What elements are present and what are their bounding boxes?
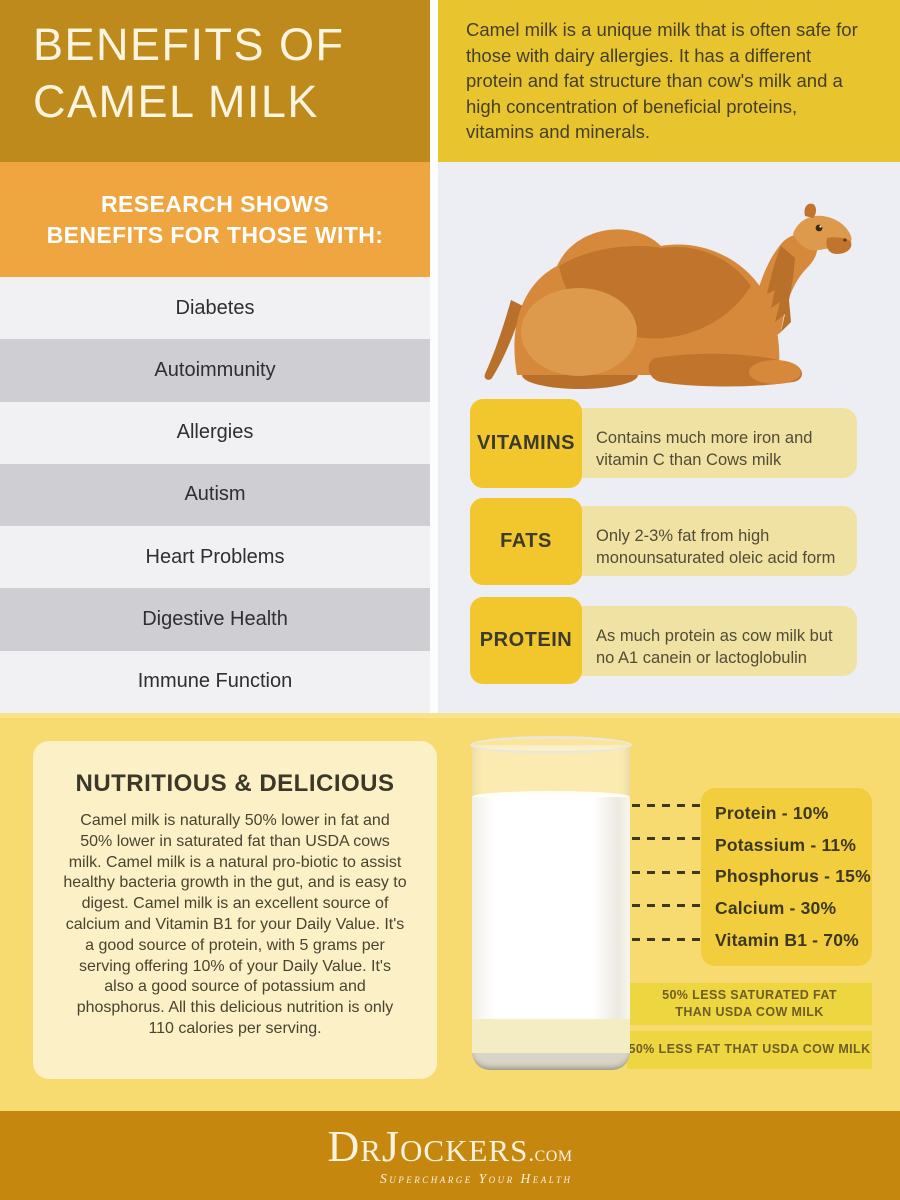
daily-value-potassium: Potassium - 11% bbox=[715, 834, 857, 855]
daily-value-phosphorus: Phosphorus - 15% bbox=[715, 866, 871, 887]
nutrition-card-body: Camel milk is naturally 50% lower in fat… bbox=[63, 812, 407, 1037]
research-header: RESEARCH SHOWS BENEFITS FOR THOSE WITH: bbox=[0, 162, 430, 277]
milk-glass-illustration bbox=[470, 736, 632, 1070]
nutrition-card: NUTRITIOUS & DELICIOUS Camel milk is nat… bbox=[33, 741, 437, 1079]
dash-line-vitamin-b1 bbox=[632, 938, 700, 941]
glass-bottom-liquid bbox=[472, 1019, 630, 1053]
condition-row-heart-problems: Heart Problems bbox=[0, 526, 430, 589]
milk-glass-body bbox=[472, 745, 630, 1070]
conditions-list: Diabetes Autoimmunity Allergies Autism H… bbox=[0, 277, 430, 713]
logo-tagline: Supercharge Your Health bbox=[379, 1170, 573, 1186]
logo-wordmark: DrJockers.com bbox=[327, 1121, 573, 1171]
benefit-label-fats: FATS bbox=[470, 498, 582, 585]
condition-row-diabetes: Diabetes bbox=[0, 277, 430, 340]
condition-row-allergies: Allergies bbox=[0, 401, 430, 464]
dash-line-potassium bbox=[632, 837, 700, 840]
benefit-label-vitamins: VITAMINS bbox=[470, 399, 582, 488]
intro-text: Camel milk is a unique milk that is ofte… bbox=[466, 19, 858, 143]
banner-less-fat: 50% LESS FAT THAT USDA COW MILK bbox=[627, 1031, 872, 1069]
condition-row-autoimmunity: Autoimmunity bbox=[0, 339, 430, 402]
logo-brand-text: DrJockers bbox=[327, 1121, 529, 1171]
daily-value-calcium: Calcium - 30% bbox=[715, 898, 837, 919]
dash-line-calcium bbox=[632, 904, 700, 907]
benefit-description-text: Only 2-3% fat from high monounsaturated … bbox=[596, 526, 836, 567]
dash-line-protein bbox=[632, 804, 700, 807]
condition-row-digestive-health: Digestive Health bbox=[0, 588, 430, 651]
benefit-description-text: As much protein as cow milk but no A1 ca… bbox=[596, 626, 833, 667]
glass-rim bbox=[470, 736, 632, 754]
research-heading-line2: BENEFITS FOR THOSE WITH: bbox=[46, 221, 384, 248]
column-divider bbox=[430, 0, 438, 713]
banner-text-line1: 50% LESS FAT THAT USDA COW MILK bbox=[628, 1042, 871, 1057]
page-title-line2: CAMEL MILK bbox=[33, 76, 319, 128]
condition-row-autism: Autism bbox=[0, 463, 430, 527]
daily-value-panel: Protein - 10% Potassium - 11% Phosphorus… bbox=[701, 788, 872, 966]
banner-text-line1: 50% LESS SATURATED FAT bbox=[662, 987, 837, 1002]
camel-illustration bbox=[484, 203, 852, 389]
page-title-line1: BENEFITS OF bbox=[33, 19, 345, 70]
research-heading-line1: RESEARCH SHOWS bbox=[101, 190, 329, 217]
dash-line-phosphorus bbox=[632, 871, 700, 874]
milk-band bbox=[472, 797, 630, 1019]
daily-value-vitamin-b1: Vitamin B1 - 70% bbox=[715, 929, 859, 950]
drjockers-logo: DrJockers.com Supercharge Your Health bbox=[327, 1121, 573, 1187]
nutrition-card-title: NUTRITIOUS & DELICIOUS bbox=[75, 770, 395, 797]
daily-value-protein: Protein - 10% bbox=[715, 803, 829, 824]
logo-domain-suffix: .com bbox=[528, 1140, 573, 1166]
glass-base bbox=[472, 1053, 630, 1070]
banner-saturated-fat: 50% LESS SATURATED FAT THAN USDA COW MIL… bbox=[627, 983, 872, 1025]
title-block: BENEFITS OF CAMEL MILK bbox=[0, 0, 430, 162]
bottom-section-highlight bbox=[0, 713, 900, 718]
banner-text-line2: THAN USDA COW MILK bbox=[675, 1005, 824, 1019]
condition-row-immune-function: Immune Function bbox=[0, 650, 430, 713]
footer: DrJockers.com Supercharge Your Health bbox=[0, 1111, 900, 1200]
benefit-description-text: Contains much more iron and vitamin C th… bbox=[596, 428, 813, 469]
intro-block: Camel milk is a unique milk that is ofte… bbox=[438, 0, 900, 162]
benefit-label-protein: PROTEIN bbox=[470, 597, 582, 684]
